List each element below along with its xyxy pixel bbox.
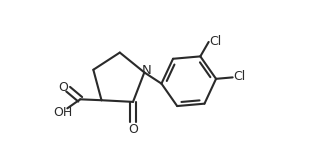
Text: O: O	[128, 123, 138, 136]
Text: O: O	[59, 81, 69, 94]
Text: N: N	[142, 65, 151, 77]
Text: Cl: Cl	[234, 70, 246, 83]
Text: Cl: Cl	[210, 35, 222, 48]
Text: OH: OH	[53, 106, 72, 119]
